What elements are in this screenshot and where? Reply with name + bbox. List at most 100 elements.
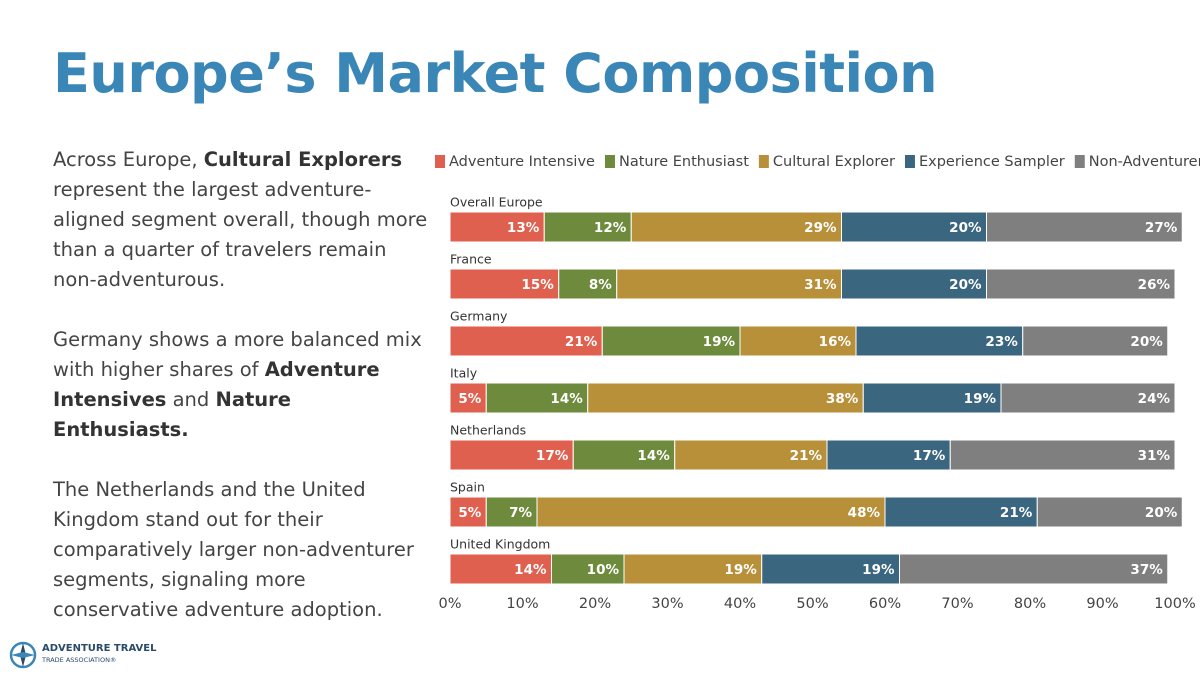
value-label: 19% — [964, 391, 997, 407]
value-label: 31% — [804, 277, 837, 293]
x-tick-label: 100% — [1154, 596, 1195, 612]
bar-segment — [841, 268, 987, 300]
bold-text: Cultural Explorers — [203, 148, 403, 171]
x-tick-label: 20% — [579, 596, 611, 612]
x-tick-label: 90% — [1086, 596, 1118, 612]
legend-swatch — [604, 155, 615, 168]
value-label: 10% — [587, 562, 620, 578]
legend-label: Nature Enthusiast — [619, 154, 749, 170]
value-label: 26% — [1138, 277, 1171, 293]
bar-segment — [986, 268, 1176, 300]
bar-segment — [616, 268, 842, 300]
legend-label: Adventure Intensive — [449, 154, 595, 170]
bar-segment — [449, 325, 603, 357]
value-label: 27% — [1145, 220, 1178, 236]
value-label: 13% — [507, 220, 540, 236]
bar-segment — [485, 382, 589, 414]
text: Germany shows a more balanced mix with h… — [53, 328, 422, 381]
bar-segment — [826, 439, 951, 471]
bar-segment — [449, 439, 574, 471]
legend-label: Experience Sampler — [919, 154, 1065, 170]
category-label: France — [450, 252, 492, 267]
bar-segment — [485, 496, 538, 528]
value-label: 21% — [565, 334, 598, 350]
value-label: 12% — [594, 220, 627, 236]
legend-swatch — [904, 155, 915, 168]
bar-segment — [630, 211, 842, 243]
legend-label: Non-Adventurer — [1089, 154, 1200, 170]
value-label: 20% — [1130, 334, 1163, 350]
value-label: 21% — [790, 448, 823, 464]
text: Across Europe, — [53, 148, 204, 171]
value-label: 24% — [1138, 391, 1171, 407]
value-label: 20% — [949, 220, 982, 236]
value-label: 17% — [913, 448, 946, 464]
category-label: Spain — [450, 480, 485, 495]
bold-text: Nature Enthusiasts. — [53, 388, 292, 441]
logo-subtext: TRADE ASSOCIATION® — [42, 656, 117, 664]
bar-segment — [1022, 325, 1169, 357]
value-label: 20% — [949, 277, 982, 293]
value-label: 14% — [514, 562, 547, 578]
category-label: Germany — [450, 309, 508, 324]
value-label: 38% — [826, 391, 859, 407]
value-label: 19% — [703, 334, 736, 350]
legend-swatch — [758, 155, 769, 168]
x-tick-label: 80% — [1014, 596, 1046, 612]
value-label: 37% — [1130, 562, 1163, 578]
bar-segment — [855, 325, 1024, 357]
bar-segment — [739, 325, 857, 357]
x-tick-label: 0% — [438, 596, 461, 612]
value-label: 31% — [1138, 448, 1171, 464]
logo-text: ADVENTURE TRAVEL — [42, 643, 157, 654]
bar-segment — [536, 496, 886, 528]
value-label: 7% — [509, 505, 532, 521]
x-tick-label: 70% — [941, 596, 973, 612]
value-label: 16% — [819, 334, 852, 350]
bar-segment — [449, 553, 552, 585]
bar-segment — [986, 211, 1183, 243]
text: represent the largest adventure-aligned … — [53, 178, 428, 291]
value-label: 23% — [985, 334, 1018, 350]
category-label: Italy — [450, 366, 478, 381]
logo-icon — [9, 641, 37, 669]
value-label: 5% — [458, 505, 481, 521]
value-label: 19% — [724, 562, 757, 578]
bar-segment — [862, 382, 1002, 414]
bar-segment — [449, 382, 487, 414]
legend-label: Cultural Explorer — [773, 154, 895, 170]
bar-segment — [551, 553, 625, 585]
bar-segment — [558, 268, 618, 300]
x-tick-label: 40% — [724, 596, 756, 612]
bar-segment — [949, 439, 1176, 471]
bar-segment — [899, 553, 1169, 585]
value-label: 17% — [536, 448, 569, 464]
bold-text: Adventure Intensives — [53, 358, 380, 411]
bar-segment — [587, 382, 864, 414]
category-label: United Kingdom — [450, 537, 550, 552]
value-label: 5% — [458, 391, 481, 407]
bar-segment — [884, 496, 1038, 528]
value-label: 14% — [550, 391, 583, 407]
x-tick-label: 10% — [506, 596, 538, 612]
value-label: 20% — [1145, 505, 1178, 521]
value-label: 14% — [637, 448, 670, 464]
value-label: 21% — [1000, 505, 1033, 521]
bar-segment — [1000, 382, 1176, 414]
value-label: 29% — [804, 220, 837, 236]
body-text: Across Europe, Cultural Explorers repres… — [53, 145, 428, 655]
paragraph: Germany shows a more balanced mix with h… — [53, 325, 428, 445]
x-tick-label: 30% — [651, 596, 683, 612]
text: and — [166, 388, 216, 411]
text: The Netherlands and the United Kingdom s… — [53, 478, 414, 621]
legend-swatch — [435, 155, 445, 168]
category-label: Netherlands — [450, 423, 526, 438]
bar-segment — [674, 439, 828, 471]
value-label: 19% — [862, 562, 895, 578]
bar-segment — [1036, 496, 1183, 528]
category-label: Overall Europe — [450, 195, 543, 210]
slide-title: Europe’s Market Composition — [53, 42, 938, 105]
value-label: 8% — [589, 277, 612, 293]
